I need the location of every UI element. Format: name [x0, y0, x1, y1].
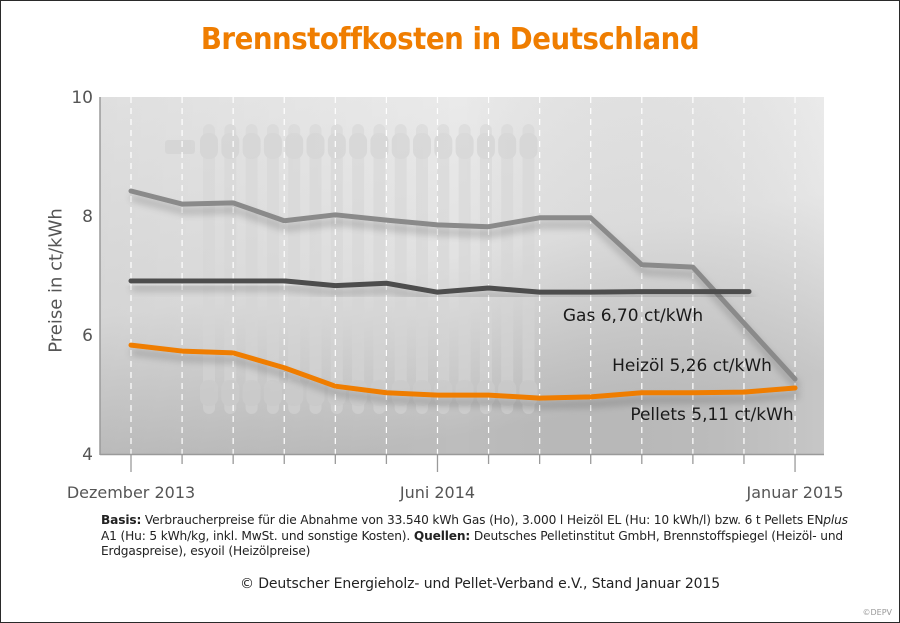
radiator-column — [498, 124, 517, 414]
radiator-column — [434, 124, 453, 414]
radiator-column — [200, 124, 218, 414]
y-tick-labels: 4 6 8 10 — [71, 88, 93, 465]
series-line-gas — [128, 278, 752, 295]
y-tick-label: 4 — [82, 445, 93, 465]
footnote: Basis: Verbraucherpreise für die Abnahme… — [101, 513, 861, 560]
radiator-column — [455, 124, 474, 414]
series-annotations: Heizöl 5,26 ct/kWh Gas 6,70 ct/kWh Pellets… — [563, 306, 794, 425]
radiator-column — [285, 124, 304, 414]
radiator-column — [263, 124, 282, 414]
watermark: ©DEPV — [862, 608, 892, 617]
copyright-notice: © Deutscher Energieholz- und Pellet-Verb… — [239, 576, 721, 592]
radiator-column — [349, 124, 368, 414]
y-axis-label: Preise in ct/kWh — [45, 208, 67, 353]
chart-title: Brennstoffkosten in Deutschland — [200, 22, 700, 57]
annotation-pellets: Pellets 5,11 ct/kWh — [630, 405, 793, 425]
sources-label: Quellen: — [413, 528, 471, 543]
y-tick-label: 8 — [82, 207, 93, 227]
x-tick-label: Januar 2015 — [746, 483, 844, 502]
radiator-column — [306, 124, 325, 414]
basis-text-2: A1 (Hu: 5 kWh/kg, inkl. MwSt. und sonsti… — [101, 528, 414, 543]
radiator-illustration — [165, 124, 538, 414]
series-line-heizoel — [128, 188, 798, 382]
radiator-column — [242, 124, 261, 414]
basis-label: Basis: — [101, 513, 142, 527]
x-tick-label: Juni 2014 — [399, 483, 475, 502]
annotation-heizoel: Heizöl 5,26 ct/kWh — [612, 356, 772, 376]
annotation-gas: Gas 6,70 ct/kWh — [563, 306, 703, 326]
sources-text: Deutsches Pelletinstitut GmbH, Brennstof… — [101, 528, 843, 559]
series-line-pellets — [128, 342, 798, 401]
series-lines — [128, 188, 798, 401]
y-tick-label: 10 — [71, 88, 93, 108]
basis-text: Verbraucherpreise für die Abnahme von 33… — [141, 513, 824, 527]
x-ticks: Dezember 2013 Juni 2014 Januar 2015 — [67, 455, 844, 502]
radiator-valve — [165, 140, 195, 154]
x-tick-label: Dezember 2013 — [67, 483, 195, 502]
enplus-italic: plus — [823, 513, 848, 527]
y-tick-label: 6 — [82, 326, 93, 346]
